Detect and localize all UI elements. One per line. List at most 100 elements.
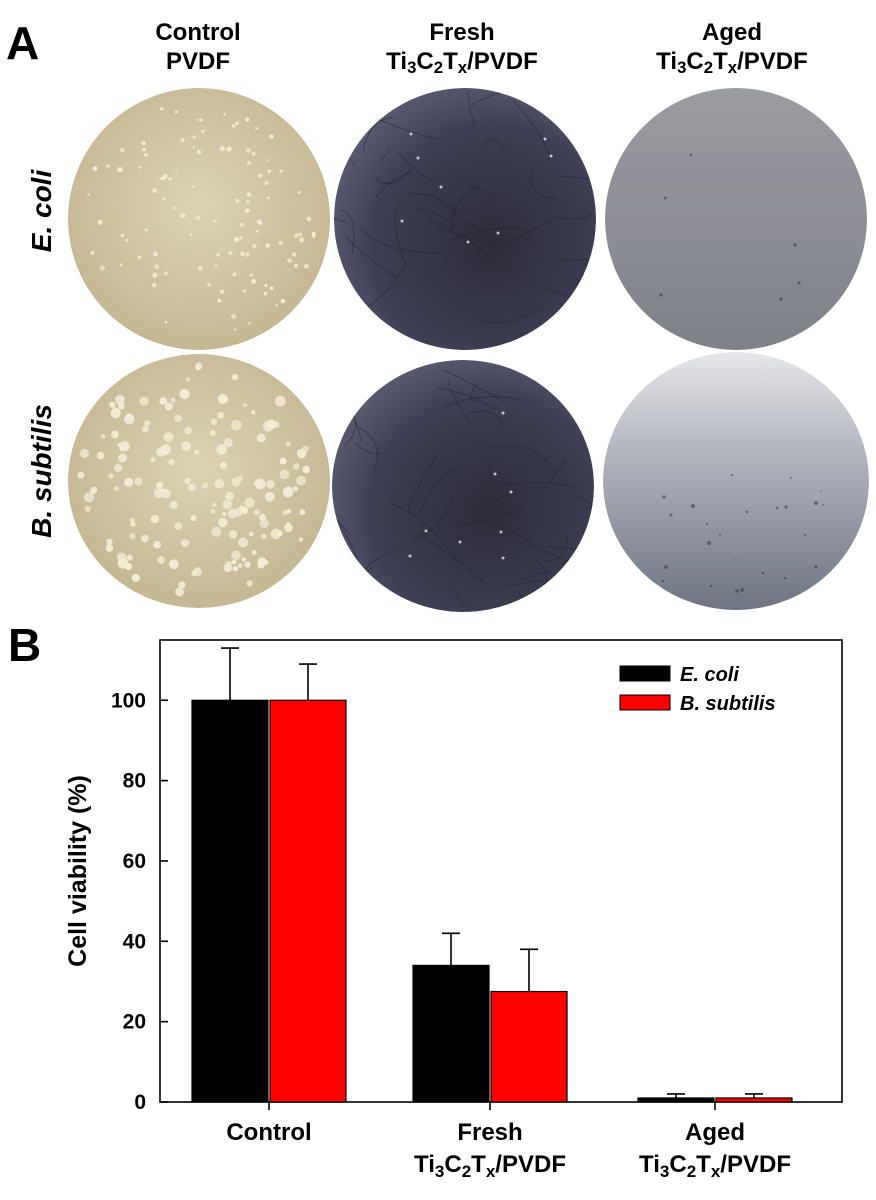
colony [153, 251, 158, 257]
colony [214, 264, 218, 268]
colony [197, 266, 203, 271]
colony [214, 478, 225, 489]
colony [264, 284, 268, 287]
colony [223, 113, 226, 116]
colony [251, 151, 256, 156]
legend-label: B. subtilis [680, 693, 776, 715]
colony [125, 238, 129, 242]
colony [282, 486, 294, 498]
colony [131, 573, 141, 583]
colony [125, 413, 133, 421]
colony [111, 430, 119, 439]
colony [168, 559, 179, 570]
colony [150, 456, 156, 463]
colony [108, 473, 114, 479]
colony [231, 420, 242, 431]
colony [296, 475, 306, 486]
colony [294, 263, 298, 268]
colony [260, 533, 267, 540]
dish-control-e-coli [68, 88, 330, 350]
colony [168, 458, 175, 466]
colony [156, 481, 164, 489]
colony [240, 251, 245, 256]
colony [159, 397, 168, 405]
colony [218, 517, 228, 528]
x-tick-label: Aged [685, 1119, 745, 1146]
colony [252, 243, 257, 249]
y-tick-label: 40 [123, 930, 146, 953]
colony [143, 420, 151, 427]
colony [161, 176, 166, 181]
colony [90, 251, 95, 255]
bar-b-subtilis-2 [715, 1097, 793, 1103]
colony [130, 521, 136, 527]
colony [298, 232, 303, 237]
colony [196, 149, 202, 155]
legend-label: E. coli [680, 664, 739, 686]
colony [276, 530, 283, 537]
colony [285, 441, 291, 447]
y-tick-label: 0 [134, 1091, 146, 1114]
colony [299, 509, 306, 516]
colony [248, 321, 251, 325]
colony [77, 471, 85, 479]
colony [139, 396, 149, 406]
colony [232, 272, 237, 277]
bar-e-coli-1 [412, 964, 490, 1103]
colony [141, 141, 146, 146]
colony [185, 377, 191, 382]
panel-b-letter: B [8, 619, 42, 671]
colony [179, 388, 190, 400]
colony [160, 444, 171, 455]
column-header-control-line2: PVDF [165, 48, 230, 75]
colony [280, 457, 287, 465]
column-header-control-line1: Control [155, 19, 241, 46]
row-header-b-subtilis: B. subtilis [26, 404, 57, 538]
colony [117, 442, 123, 448]
colony [192, 135, 197, 139]
colony [143, 152, 148, 157]
colony [184, 477, 191, 485]
colony [224, 438, 233, 448]
colony [256, 229, 259, 233]
colony [152, 282, 157, 288]
colony [279, 469, 290, 480]
colony [275, 303, 278, 307]
colony [244, 561, 251, 568]
colony [297, 190, 301, 194]
colony [233, 328, 237, 331]
colony [311, 231, 316, 237]
colony [96, 451, 105, 460]
colony [109, 401, 116, 408]
x-tick-label: Fresh [457, 1119, 522, 1146]
colony [150, 515, 160, 524]
colony [248, 531, 254, 537]
colony [266, 419, 276, 430]
colony [303, 263, 309, 269]
colony [275, 395, 286, 407]
colony [152, 272, 158, 278]
colony [161, 197, 166, 201]
colony [170, 397, 176, 403]
colony [175, 587, 184, 597]
colony [201, 129, 205, 134]
colony [119, 263, 123, 267]
colony [141, 426, 149, 433]
colony [138, 166, 142, 169]
colony [163, 271, 169, 276]
colony [196, 215, 201, 220]
colony [193, 449, 200, 455]
bar-e-coli-2 [637, 1097, 715, 1103]
colony [228, 530, 238, 539]
colony [202, 482, 209, 489]
colony [279, 169, 283, 174]
bar-b-subtilis-1 [490, 990, 568, 1103]
colony [231, 550, 241, 561]
colony [118, 453, 127, 463]
colony [246, 160, 252, 165]
colony [239, 236, 244, 240]
panel-a-letter: A [6, 17, 40, 69]
colony [246, 580, 253, 587]
colony [251, 278, 257, 284]
colony [117, 167, 123, 173]
